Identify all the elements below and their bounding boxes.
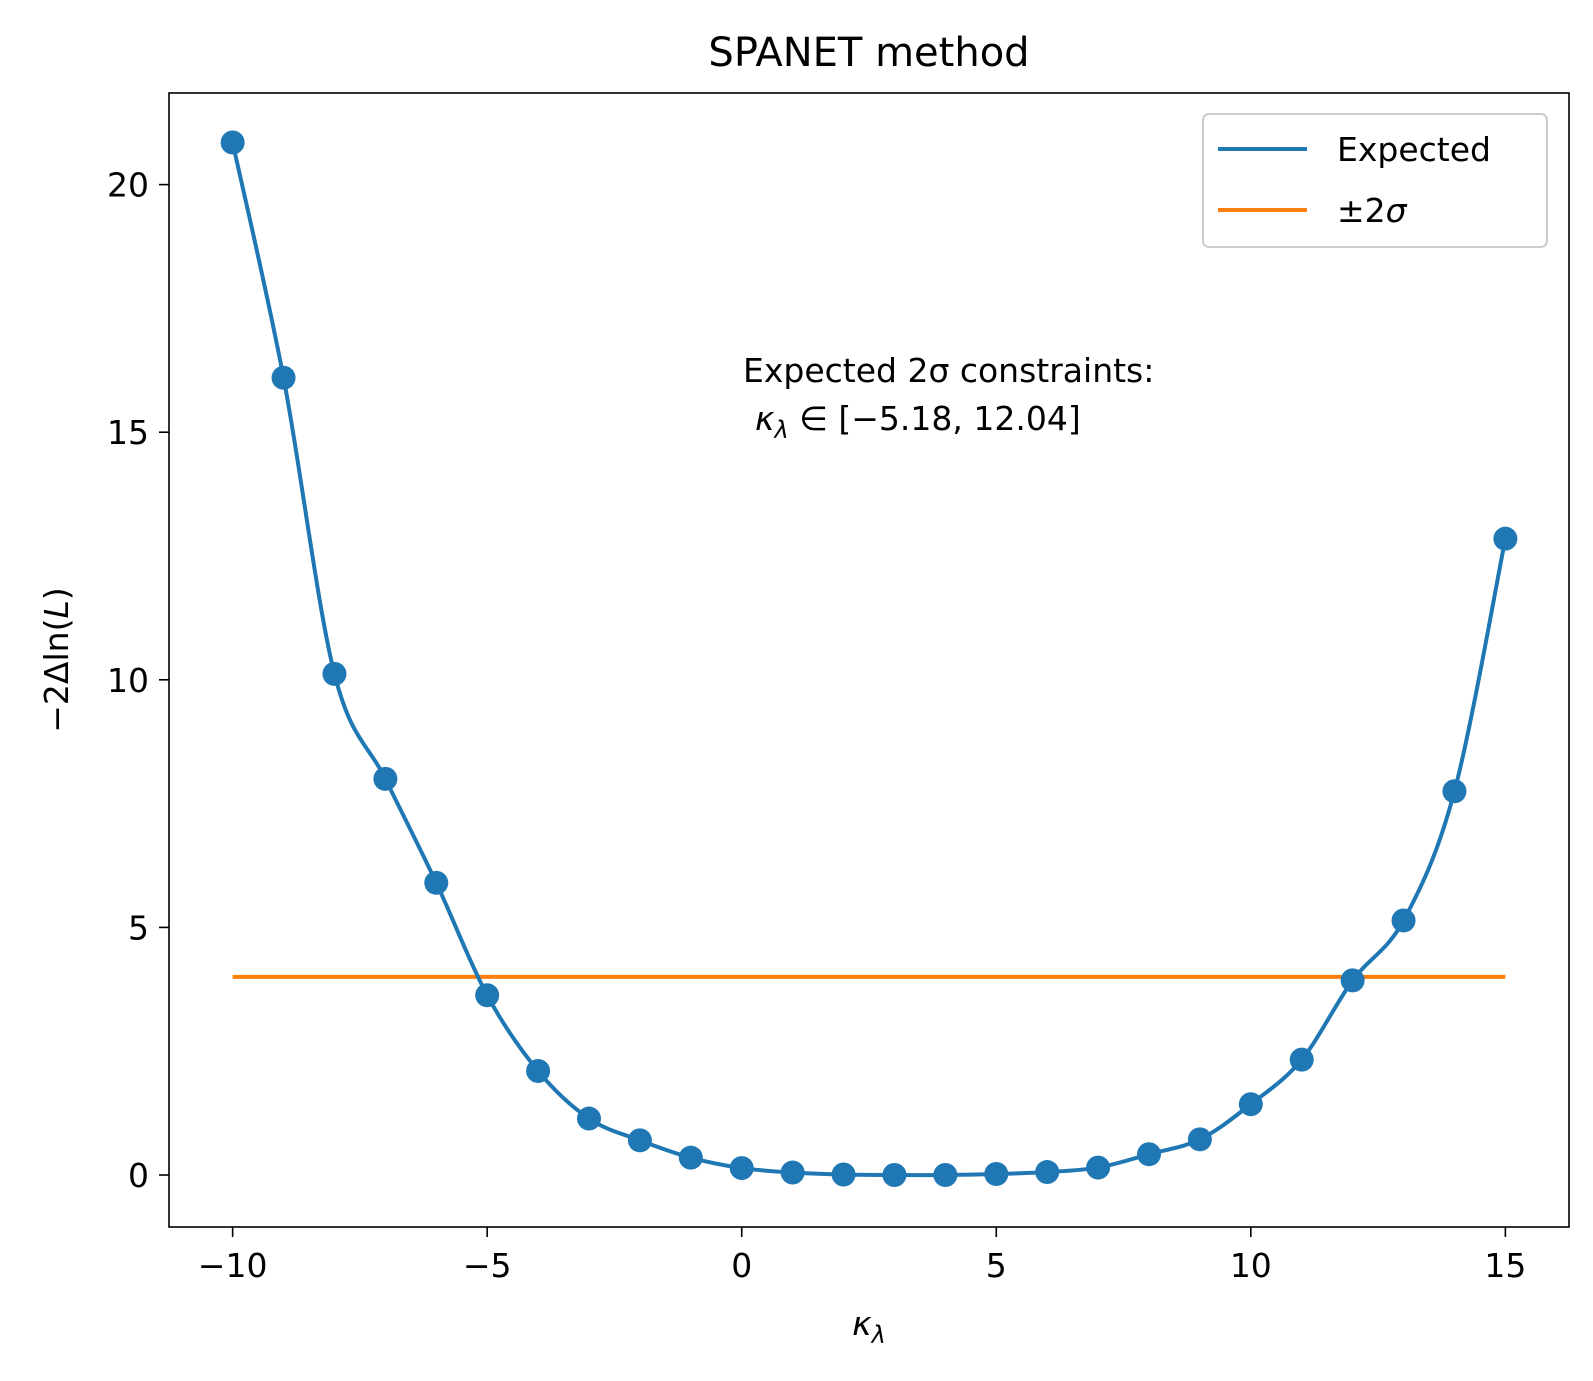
x-tick-label: 5	[986, 1246, 1007, 1285]
data-point-expected	[678, 1145, 703, 1170]
legend-label-sigma: ±2σ	[1337, 191, 1408, 230]
legend-label-expected: Expected	[1337, 130, 1491, 169]
y-tick-label: 10	[107, 661, 149, 700]
y-axis: 0 5 10 15 20	[107, 166, 169, 1195]
legend: Expected ±2σ	[1202, 113, 1548, 248]
constraint-annotation-line2: κλ ∈ [−5.18, 12.04]	[755, 399, 1081, 444]
data-point-expected	[1086, 1155, 1111, 1180]
data-point-expected	[271, 365, 296, 390]
data-point-expected	[1238, 1092, 1263, 1117]
data-point-expected	[780, 1160, 805, 1185]
y-tick-label: 15	[107, 413, 149, 452]
data-point-expected	[220, 130, 245, 155]
marker-layer	[220, 130, 1518, 1188]
data-point-expected	[933, 1163, 958, 1188]
data-point-expected	[424, 870, 449, 895]
y-tick-label: 20	[107, 166, 149, 205]
x-tick-label: 10	[1230, 1246, 1272, 1285]
data-point-expected	[577, 1106, 601, 1131]
data-point-expected	[1137, 1142, 1161, 1167]
data-point-expected	[526, 1059, 551, 1084]
chart-title: SPANET method	[708, 30, 1029, 76]
constraint-annotation-line1: Expected 2σ constraints:	[743, 351, 1154, 390]
data-point-expected	[1493, 526, 1518, 551]
data-point-expected	[627, 1128, 652, 1153]
x-tick-label: −10	[198, 1246, 268, 1285]
x-tick-label: 15	[1484, 1246, 1526, 1285]
data-point-expected	[1340, 968, 1365, 993]
x-axis: −10 −5 0 5 10 15	[198, 1227, 1526, 1285]
data-point-expected	[322, 661, 347, 686]
data-point-expected	[1442, 779, 1467, 804]
y-tick-label: 0	[128, 1156, 149, 1195]
plot-area	[168, 92, 1570, 1228]
y-tick-label: 5	[128, 908, 149, 947]
data-point-expected	[475, 983, 500, 1008]
data-point-expected	[1289, 1047, 1314, 1072]
data-point-expected	[729, 1156, 754, 1181]
data-point-expected	[373, 766, 398, 791]
data-point-expected	[882, 1163, 907, 1188]
data-point-expected	[1391, 908, 1416, 933]
x-tick-label: −5	[463, 1246, 512, 1285]
x-tick-label: 0	[731, 1246, 752, 1285]
data-point-expected	[1187, 1127, 1212, 1152]
data-point-expected	[1035, 1160, 1060, 1185]
data-point-expected	[984, 1162, 1009, 1187]
y-axis-label: −2Δln(L)	[37, 587, 76, 732]
data-point-expected	[831, 1162, 856, 1187]
